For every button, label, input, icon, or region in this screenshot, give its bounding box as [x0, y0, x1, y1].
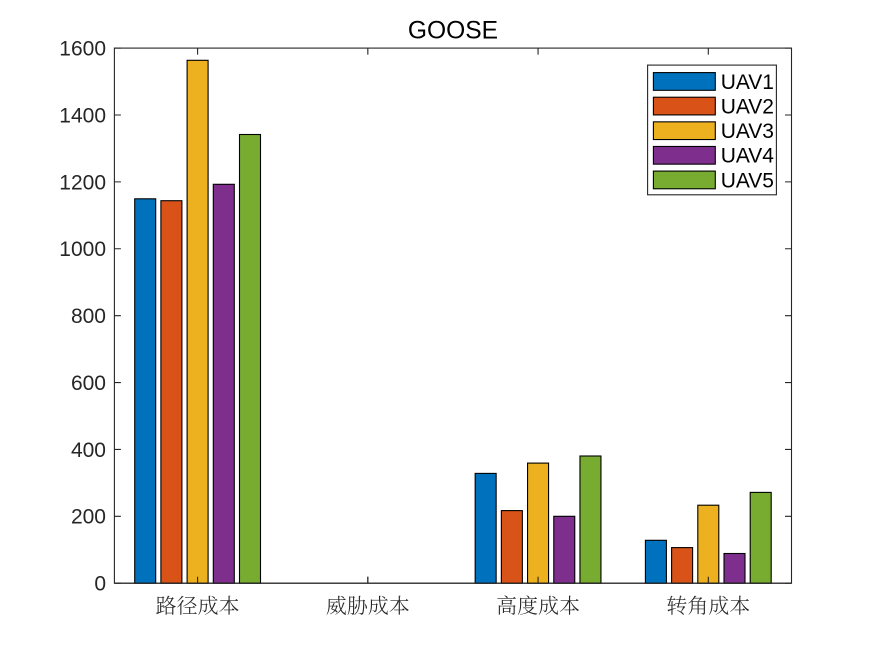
svg-text:600: 600 — [71, 372, 106, 395]
svg-text:800: 800 — [71, 305, 106, 328]
svg-text:UAV3: UAV3 — [721, 120, 774, 143]
svg-text:0: 0 — [94, 573, 106, 596]
svg-text:UAV4: UAV4 — [721, 145, 775, 168]
svg-text:GOOSE: GOOSE — [408, 17, 498, 44]
svg-text:UAV5: UAV5 — [721, 169, 774, 192]
svg-text:1200: 1200 — [59, 171, 106, 194]
svg-text:UAV1: UAV1 — [721, 71, 774, 94]
svg-text:UAV2: UAV2 — [721, 95, 774, 118]
svg-text:1400: 1400 — [59, 104, 106, 127]
svg-text:1600: 1600 — [59, 38, 106, 61]
svg-text:400: 400 — [71, 439, 106, 462]
svg-text:1000: 1000 — [59, 238, 106, 261]
svg-text:200: 200 — [71, 506, 106, 529]
